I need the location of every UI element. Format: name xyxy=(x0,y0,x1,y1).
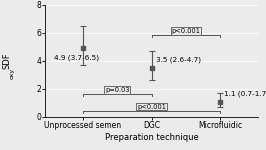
Text: 4.9 (3.7-6.5): 4.9 (3.7-6.5) xyxy=(54,55,99,61)
Text: oxy: oxy xyxy=(10,68,15,79)
Text: 3.5 (2.6-4.7): 3.5 (2.6-4.7) xyxy=(156,56,201,63)
Text: SDF: SDF xyxy=(2,52,11,69)
Text: 1.1 (0.7-1.7): 1.1 (0.7-1.7) xyxy=(225,91,266,97)
Text: p<0.001: p<0.001 xyxy=(137,104,166,110)
Text: p<0.001: p<0.001 xyxy=(172,28,200,34)
Text: p=0.03: p=0.03 xyxy=(105,87,130,93)
X-axis label: Preparation technique: Preparation technique xyxy=(105,133,198,142)
